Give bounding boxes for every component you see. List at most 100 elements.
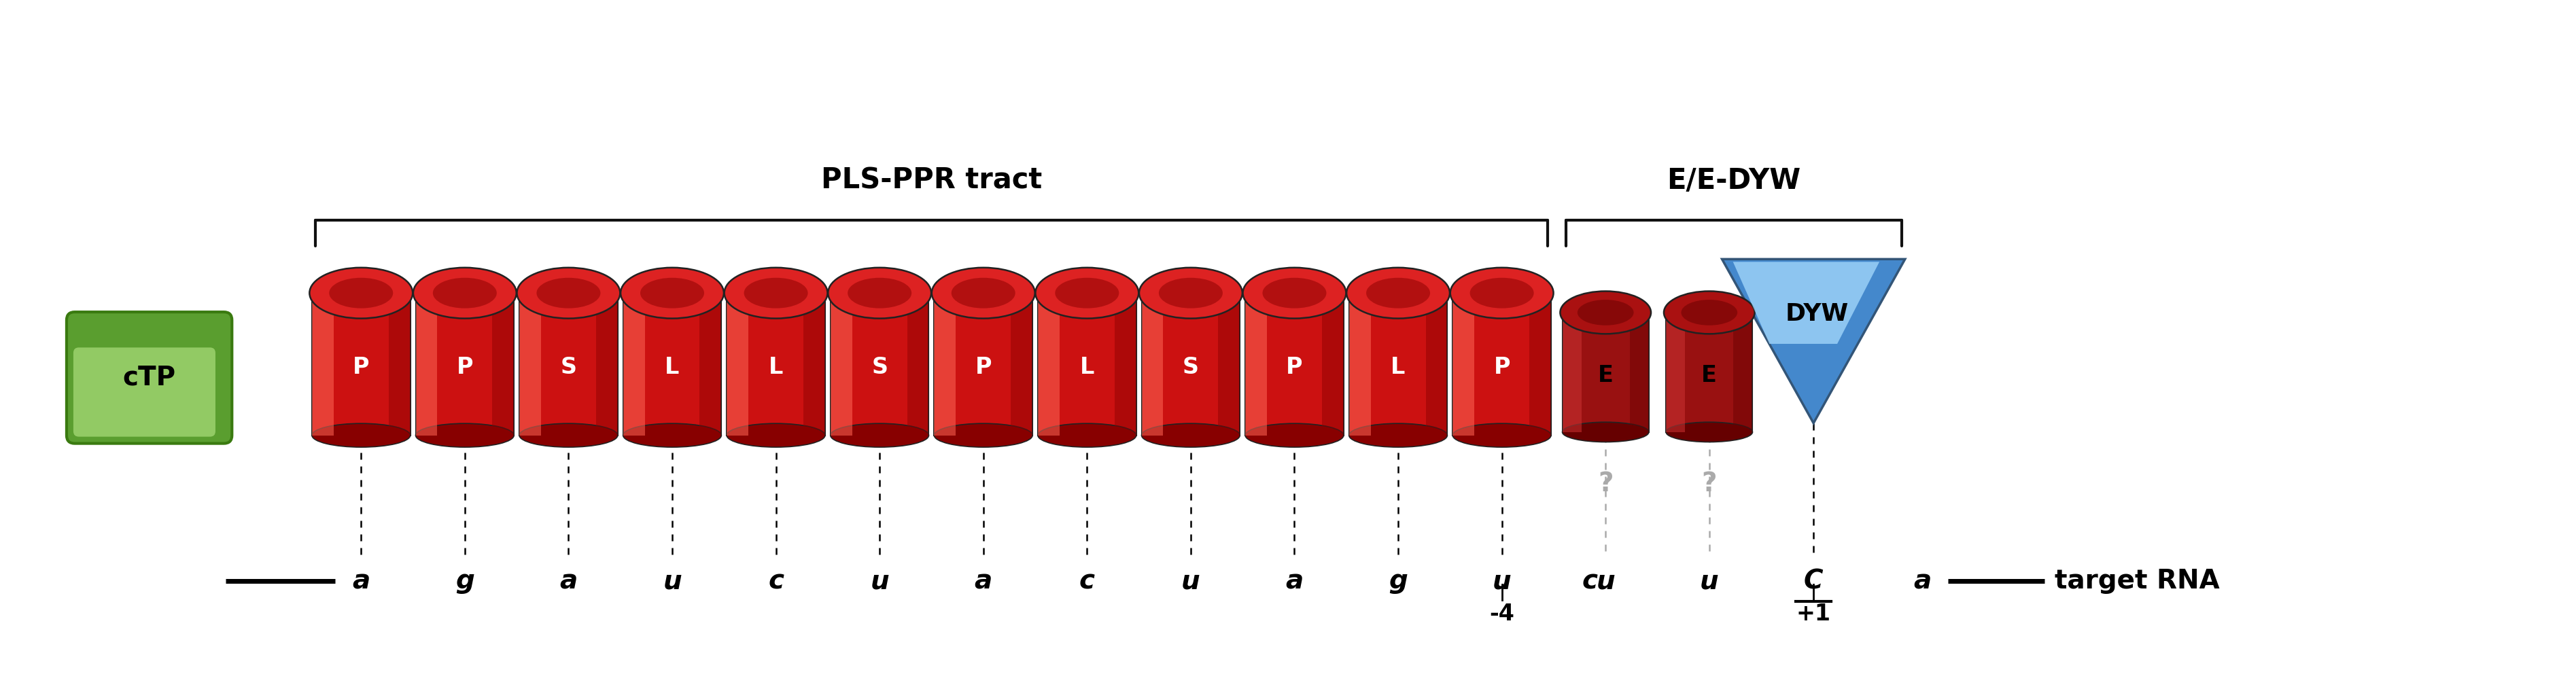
- Ellipse shape: [312, 423, 410, 447]
- Polygon shape: [492, 293, 515, 436]
- Ellipse shape: [1453, 423, 1551, 447]
- Text: C: C: [1803, 568, 1824, 594]
- Polygon shape: [1667, 313, 1685, 432]
- Text: u: u: [1700, 568, 1718, 594]
- Ellipse shape: [724, 268, 827, 319]
- Polygon shape: [1453, 293, 1551, 436]
- Ellipse shape: [1036, 268, 1139, 319]
- Text: u: u: [1597, 568, 1615, 594]
- Polygon shape: [1244, 293, 1267, 436]
- Polygon shape: [1667, 313, 1752, 432]
- Ellipse shape: [1038, 423, 1136, 447]
- Text: L: L: [768, 357, 783, 379]
- Text: E: E: [1703, 365, 1718, 387]
- Text: u: u: [662, 568, 683, 594]
- Polygon shape: [1350, 293, 1448, 436]
- Polygon shape: [1141, 293, 1239, 436]
- Text: a: a: [974, 568, 992, 594]
- FancyBboxPatch shape: [72, 348, 216, 437]
- Ellipse shape: [621, 268, 724, 319]
- Ellipse shape: [623, 423, 721, 447]
- Ellipse shape: [744, 278, 809, 308]
- Polygon shape: [907, 293, 930, 436]
- Ellipse shape: [1347, 268, 1450, 319]
- Ellipse shape: [1350, 423, 1448, 447]
- Ellipse shape: [1664, 291, 1754, 334]
- Polygon shape: [1734, 313, 1752, 432]
- Polygon shape: [1530, 293, 1551, 436]
- Polygon shape: [1218, 293, 1239, 436]
- Ellipse shape: [518, 268, 621, 319]
- Text: S: S: [1182, 357, 1198, 379]
- Polygon shape: [1321, 293, 1345, 436]
- Text: g: g: [1388, 568, 1406, 594]
- Ellipse shape: [330, 278, 394, 308]
- Text: P: P: [353, 357, 368, 379]
- Polygon shape: [312, 293, 332, 436]
- Ellipse shape: [1667, 422, 1752, 442]
- Ellipse shape: [829, 423, 930, 447]
- Text: -4: -4: [1489, 602, 1515, 625]
- Ellipse shape: [433, 278, 497, 308]
- Polygon shape: [829, 293, 853, 436]
- Text: cTP: cTP: [124, 365, 175, 391]
- Text: E: E: [1597, 365, 1613, 387]
- Polygon shape: [1010, 293, 1033, 436]
- Ellipse shape: [1141, 423, 1239, 447]
- Text: u: u: [871, 568, 889, 594]
- Polygon shape: [415, 293, 515, 436]
- Ellipse shape: [933, 268, 1036, 319]
- Polygon shape: [623, 293, 644, 436]
- Text: c: c: [1079, 568, 1095, 594]
- Text: P: P: [974, 357, 992, 379]
- Polygon shape: [829, 293, 930, 436]
- Ellipse shape: [1450, 268, 1553, 319]
- Polygon shape: [312, 293, 410, 436]
- Polygon shape: [701, 293, 721, 436]
- Polygon shape: [1721, 259, 1906, 423]
- Ellipse shape: [536, 278, 600, 308]
- Polygon shape: [804, 293, 824, 436]
- Ellipse shape: [848, 278, 912, 308]
- Ellipse shape: [827, 268, 930, 319]
- Ellipse shape: [1262, 278, 1327, 308]
- Ellipse shape: [1056, 278, 1118, 308]
- Text: ?: ?: [1597, 471, 1613, 497]
- Text: +1: +1: [1795, 602, 1832, 625]
- Ellipse shape: [1561, 291, 1651, 334]
- Text: u: u: [1492, 568, 1512, 594]
- Text: E/E-DYW: E/E-DYW: [1667, 166, 1801, 194]
- Ellipse shape: [951, 278, 1015, 308]
- Polygon shape: [1561, 313, 1649, 432]
- Polygon shape: [1453, 293, 1473, 436]
- Text: target RNA: target RNA: [2056, 568, 2221, 594]
- Polygon shape: [520, 293, 541, 436]
- Ellipse shape: [309, 268, 412, 319]
- Ellipse shape: [1139, 268, 1242, 319]
- Polygon shape: [1038, 293, 1059, 436]
- Text: a: a: [353, 568, 371, 594]
- Text: u: u: [1182, 568, 1200, 594]
- Ellipse shape: [935, 423, 1033, 447]
- Text: L: L: [1079, 357, 1095, 379]
- Ellipse shape: [1159, 278, 1224, 308]
- Ellipse shape: [1244, 423, 1345, 447]
- FancyBboxPatch shape: [67, 312, 232, 443]
- Polygon shape: [1038, 293, 1136, 436]
- Text: L: L: [1391, 357, 1406, 379]
- Text: P: P: [1494, 357, 1510, 379]
- Polygon shape: [935, 293, 956, 436]
- Text: PLS-PPR tract: PLS-PPR tract: [822, 166, 1043, 194]
- Ellipse shape: [1471, 278, 1533, 308]
- Polygon shape: [1425, 293, 1448, 436]
- Text: g: g: [456, 568, 474, 594]
- Text: a: a: [559, 568, 577, 594]
- Polygon shape: [935, 293, 1033, 436]
- Ellipse shape: [1682, 300, 1736, 326]
- Text: P: P: [456, 357, 474, 379]
- Ellipse shape: [1577, 300, 1633, 326]
- Ellipse shape: [726, 423, 824, 447]
- Text: c: c: [768, 568, 783, 594]
- Polygon shape: [415, 293, 438, 436]
- Polygon shape: [1734, 262, 1880, 344]
